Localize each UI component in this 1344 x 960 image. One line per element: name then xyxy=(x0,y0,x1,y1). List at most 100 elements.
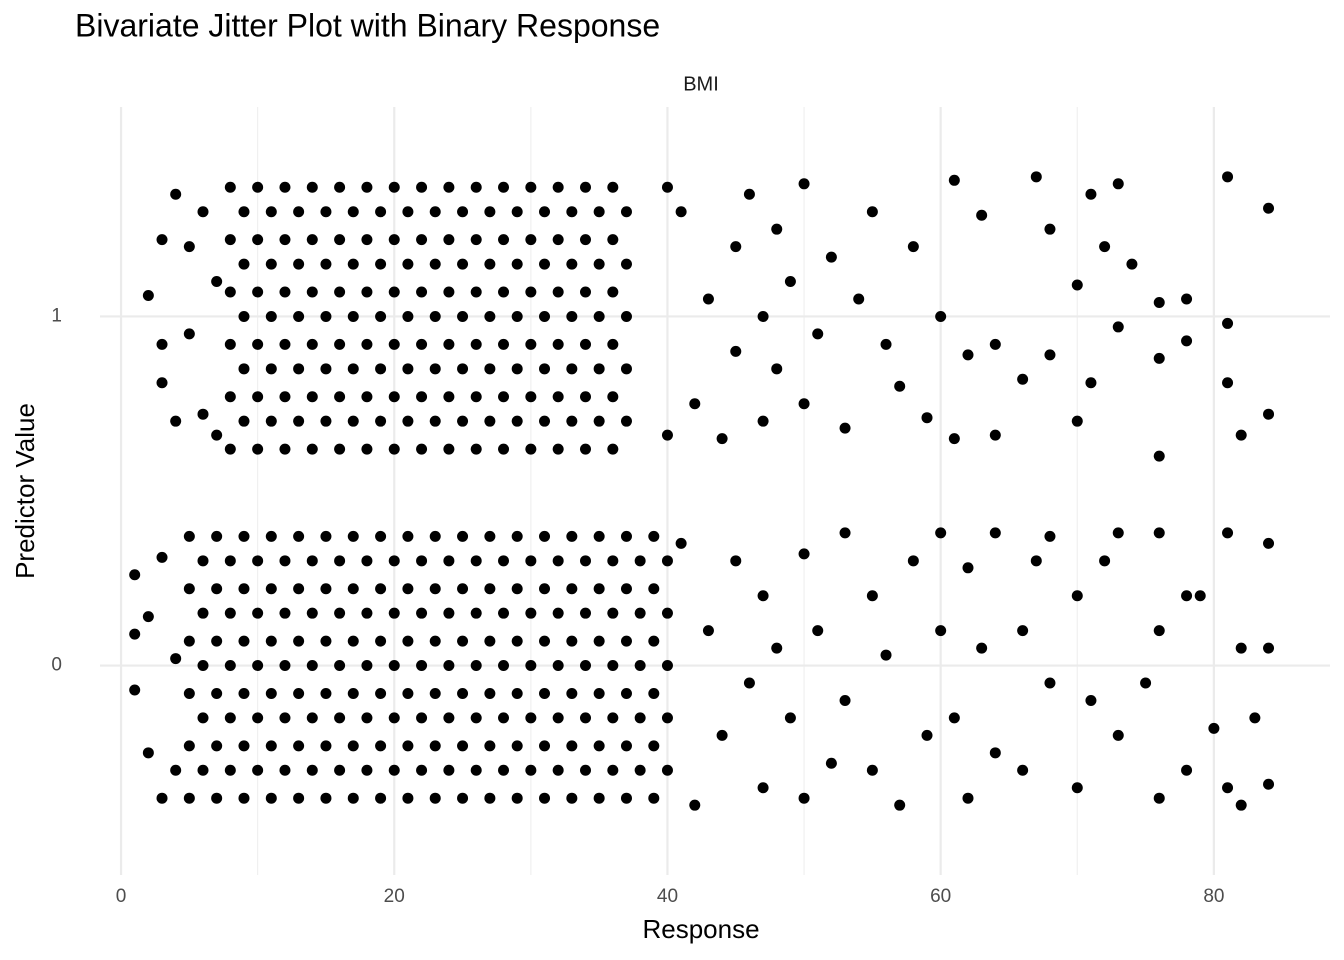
point xyxy=(498,443,510,455)
point xyxy=(361,555,373,567)
point xyxy=(265,792,277,804)
point xyxy=(620,258,632,270)
point xyxy=(730,345,742,357)
point xyxy=(252,555,264,567)
point xyxy=(347,740,359,752)
point xyxy=(265,363,277,375)
point xyxy=(279,338,291,350)
point xyxy=(498,391,510,403)
point xyxy=(334,607,346,619)
point xyxy=(211,429,223,441)
point xyxy=(224,181,236,193)
point xyxy=(265,258,277,270)
point xyxy=(443,660,455,672)
point xyxy=(784,276,796,288)
point xyxy=(498,764,510,776)
point xyxy=(402,363,414,375)
point xyxy=(498,607,510,619)
point xyxy=(798,398,810,410)
point xyxy=(457,206,469,218)
point xyxy=(620,740,632,752)
point xyxy=(484,310,496,322)
point xyxy=(402,530,414,542)
point xyxy=(457,310,469,322)
point xyxy=(866,590,878,602)
point xyxy=(402,792,414,804)
point xyxy=(539,635,551,647)
point xyxy=(566,583,578,595)
point xyxy=(265,530,277,542)
point xyxy=(593,206,605,218)
point xyxy=(607,555,619,567)
point xyxy=(416,286,428,298)
point xyxy=(907,555,919,567)
point xyxy=(265,687,277,699)
point xyxy=(484,740,496,752)
point xyxy=(265,583,277,595)
point xyxy=(183,792,195,804)
point xyxy=(320,363,332,375)
point xyxy=(211,276,223,288)
point xyxy=(402,258,414,270)
point xyxy=(429,583,441,595)
point xyxy=(402,415,414,427)
point xyxy=(224,338,236,350)
point xyxy=(388,764,400,776)
point xyxy=(1194,590,1206,602)
y-tick-label: 0 xyxy=(51,655,62,676)
point xyxy=(798,792,810,804)
point xyxy=(552,338,564,350)
point xyxy=(634,712,646,724)
point xyxy=(607,607,619,619)
point xyxy=(989,747,1001,759)
point xyxy=(812,625,824,637)
point xyxy=(443,391,455,403)
x-tick-label: 40 xyxy=(657,886,678,907)
point xyxy=(416,764,428,776)
point xyxy=(197,660,209,672)
point xyxy=(306,443,318,455)
point xyxy=(238,635,250,647)
point xyxy=(375,792,387,804)
point xyxy=(702,625,714,637)
point xyxy=(498,712,510,724)
point xyxy=(989,338,1001,350)
point xyxy=(1153,450,1165,462)
point xyxy=(197,764,209,776)
point xyxy=(416,391,428,403)
point xyxy=(429,740,441,752)
point xyxy=(1181,590,1193,602)
point xyxy=(484,635,496,647)
point xyxy=(511,363,523,375)
point xyxy=(962,562,974,574)
point xyxy=(539,530,551,542)
point xyxy=(293,792,305,804)
point xyxy=(252,338,264,350)
point xyxy=(935,310,947,322)
point xyxy=(1263,778,1275,790)
point xyxy=(1222,171,1234,183)
point xyxy=(962,792,974,804)
point xyxy=(361,234,373,246)
point xyxy=(375,687,387,699)
point xyxy=(129,569,141,581)
point xyxy=(607,234,619,246)
point xyxy=(743,677,755,689)
point xyxy=(306,607,318,619)
point xyxy=(757,590,769,602)
point xyxy=(511,635,523,647)
point xyxy=(361,443,373,455)
point xyxy=(470,660,482,672)
point xyxy=(156,551,168,563)
point xyxy=(539,310,551,322)
point xyxy=(375,583,387,595)
point xyxy=(252,764,264,776)
point xyxy=(1044,677,1056,689)
point xyxy=(197,206,209,218)
point xyxy=(525,391,537,403)
point xyxy=(620,363,632,375)
point xyxy=(170,764,182,776)
point xyxy=(511,310,523,322)
point xyxy=(402,740,414,752)
point xyxy=(648,792,660,804)
